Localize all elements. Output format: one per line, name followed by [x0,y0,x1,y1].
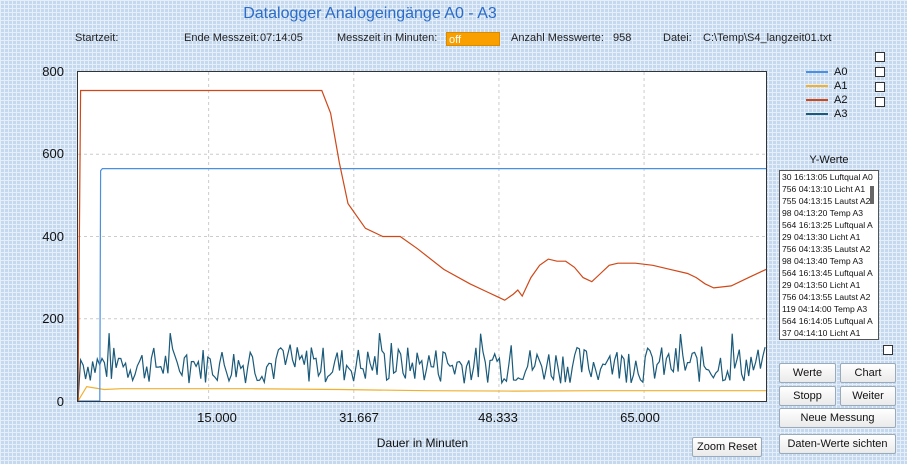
legend-swatch [806,113,828,115]
legend-swatch [806,85,828,87]
series-line-a1 [78,385,766,401]
legend-item-a1: A1 [806,80,847,92]
a2-checkbox[interactable] [875,97,885,107]
list-item[interactable]: 98 04:13:40 Temp A3 [782,256,864,266]
legend-swatch [806,71,828,73]
list-item[interactable]: 564 16:13:45 Luftqual A [782,268,873,278]
list-item[interactable]: 29 04:13:50 Licht A1 [782,280,861,290]
x-axis-label: Dauer in Minuten [376,436,469,450]
list-item[interactable]: 37 04:14:10 Licht A1 [782,328,861,338]
stopp-button[interactable]: Stopp [779,386,836,406]
list-item[interactable]: 564 16:14:05 Luftqual A [782,316,873,326]
list-checkbox[interactable] [883,345,893,355]
list-item[interactable]: 755 04:13:15 Lautst A2 [782,196,871,206]
weiter-button[interactable]: Weiter [840,386,896,406]
werte-button[interactable]: Werte [779,363,836,383]
datei-value: C:\Temp\S4_langzeit01.txt [703,32,832,44]
x-tick-label: 48.333 [478,410,518,425]
ende-messzeit-value: 07:14:05 [260,32,303,44]
x-tick-label: 15.000 [197,410,237,425]
series-line-a2 [78,89,766,401]
legend-label: A3 [834,108,848,120]
y-tick-label: 400 [42,229,64,244]
y-tick-label: 800 [42,64,64,79]
y-tick-label: 600 [42,146,64,161]
legend-label: A1 [834,80,848,92]
neue-messung-button[interactable]: Neue Messung [779,408,896,428]
messzeit-label: Messzeit in Minuten: [337,32,438,44]
series-line-a0 [78,167,766,401]
listbox-scrollbar[interactable] [870,186,874,204]
datei-label: Datei: [663,32,692,44]
a1-checkbox[interactable] [875,82,885,92]
daten-werte-button[interactable]: Daten-Werte sichten [779,434,896,454]
x-tick-label: 65.000 [620,410,660,425]
list-item[interactable]: 30 16:13:05 Luftqual A0 [782,172,873,182]
chart-svg [78,72,766,401]
ende-messzeit-label: Ende Messzeit: [184,32,260,44]
zoom-reset-button[interactable]: Zoom Reset [692,437,762,457]
anzahl-value: 958 [613,32,632,44]
app-title: Datalogger Analogeingänge A0 - A3 [243,5,497,22]
list-item[interactable]: 98 04:13:20 Temp A3 [782,208,864,218]
list-item[interactable]: 756 04:13:55 Lautst A2 [782,292,871,302]
legend-item-a3: A3 [806,108,847,120]
legend-item-a2: A2 [806,94,847,106]
ywerte-listbox[interactable]: 30 16:13:05 Luftqual A0 756 04:13:10 Lic… [779,170,879,340]
chart-area[interactable] [77,71,767,402]
list-item[interactable]: 29 04:13:30 Licht A1 [782,232,861,242]
chart-button[interactable]: Chart [840,363,896,383]
anzahl-label: Anzahl Messwerte: [511,32,604,44]
list-item[interactable]: 756 04:13:10 Licht A1 [782,184,866,194]
list-item[interactable]: 756 04:13:35 Lautst A2 [782,244,871,254]
option-checkbox[interactable] [875,52,885,62]
legend-item-a0: A0 [806,66,847,78]
y-tick-label: 200 [42,311,64,326]
a0-checkbox[interactable] [875,67,885,77]
list-item[interactable]: 564 16:13:25 Luftqual A [782,220,873,230]
legend-label: A2 [834,94,848,106]
legend-swatch [806,99,828,101]
series-line-a3 [78,333,766,401]
messzeit-field[interactable]: off [446,32,500,46]
ywerte-label: Y-Werte [809,154,849,166]
x-tick-label: 31.667 [339,410,379,425]
startzeit-label: Startzeit: [75,32,119,44]
list-item[interactable]: 119 04:14:00 Temp A3 [782,304,868,314]
y-tick-label: 0 [56,394,64,409]
legend-label: A0 [834,66,848,78]
